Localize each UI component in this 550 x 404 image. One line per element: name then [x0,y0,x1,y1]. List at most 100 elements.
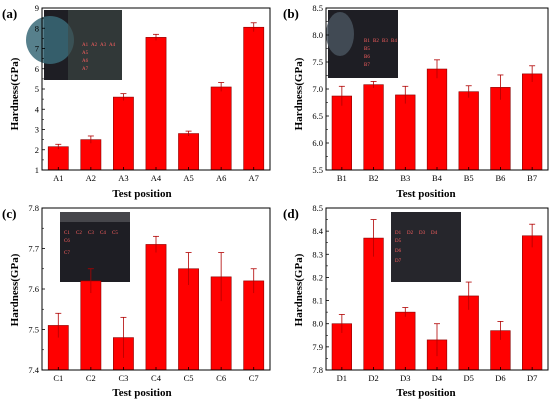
axes: B1 B2 B3 B4 B5 B6 B75.56.06.57.07.58.08.5 [312,3,549,183]
inset-label: C4 [100,231,106,236]
y-tick-label: 8.2 [312,272,323,282]
y-tick-label: 7.9 [312,342,323,352]
bar-A4 [145,37,167,171]
bar-D7 [522,235,543,371]
plot-frame [41,7,271,171]
y-tick-label: 8.1 [312,296,323,306]
inset-label: B1 [364,39,370,44]
x-tick-label: A3 [118,173,128,183]
panel-label: (c) [2,206,16,221]
inset-micrograph: B1 B2 B3 B4 B5 B6 B7 [326,10,398,78]
x-tick-label: B6 [495,173,505,183]
y-tick-label: 7.7 [28,244,39,254]
x-tick-label: D1 [337,373,347,383]
axes: C1 C2 C3 C4 C5 C6 C7 7.4 7.5 7.6 7.7 7.8 [28,203,271,383]
inset-label: B7 [364,63,370,68]
inset-feature [391,212,461,282]
error-bar-C1 [55,312,62,338]
inset-label: A7 [82,67,89,72]
y-tick-label: 8 [35,23,39,33]
inset-label: B2 [373,39,379,44]
inset-feature [26,16,74,64]
x-axis-title: Test position [112,387,171,399]
bar-A2 [80,139,102,171]
error-bar-A5 [185,130,192,136]
x-tick-label: A6 [216,173,226,183]
inset-label: B3 [382,39,388,44]
x-tick-label: B1 [337,173,347,183]
inset-label: A4 [109,43,116,48]
error-bar-D6 [497,320,504,340]
inset-label: D6 [395,249,402,254]
inset-label: D4 [431,231,438,236]
x-axis-title: Test position [396,188,455,200]
y-tick-label: 4 [35,104,40,114]
y-axis-title: Hardness(GPa) [9,253,21,326]
y-tick-label: 6.0 [312,138,323,148]
inset-feature [326,12,354,56]
panel-label: (b) [283,6,299,21]
x-tick-label: C3 [118,373,128,383]
inset-label: B6 [364,55,370,60]
x-tick-label: A7 [249,173,259,183]
inset-label: C3 [88,231,94,236]
inset-micrograph: C1 C2 C3 C4 C5 C6 C7 [60,212,130,282]
error-bar-A4 [153,33,159,41]
y-axis-title: Hardness(GPa) [293,253,305,326]
x-tick-label: B2 [369,173,379,183]
x-tick-label: C4 [151,373,162,383]
error-bar-C6 [218,252,225,302]
y-tick-label: 8.4 [312,226,323,236]
x-tick-label: C5 [184,373,194,383]
x-tick-label: A4 [151,173,162,183]
y-tick-label: 7.4 [28,365,39,375]
bar-B5 [458,91,479,171]
y-tick-label: 7.5 [312,57,323,67]
error-bar-B1 [338,85,345,106]
bar-C2 [80,280,102,371]
inset-label: D3 [419,231,426,236]
error-bar-A2 [87,135,94,144]
inset-feature [60,212,130,222]
y-tick-label: 7.0 [312,84,323,94]
error-bar-A6 [218,82,225,92]
inset-label: C5 [112,231,118,236]
x-axis-title: Test position [112,188,171,200]
error-bar-D7 [529,223,536,248]
y-tick-label: 3 [35,125,39,135]
inset-label: B5 [364,47,370,52]
error-bar-B5 [465,85,472,98]
y-tick-label: 5.5 [312,165,323,175]
bar-A3 [113,96,134,171]
x-tick-label: D2 [368,373,378,383]
y-tick-label: 7.5 [28,325,39,335]
y-tick-label: 6.5 [312,111,323,121]
x-tick-label: C1 [53,373,63,383]
inset-micrograph: A1 A2 A3 A4 A5 A6 A7 [26,10,122,80]
x-tick-label: B7 [527,173,537,183]
x-tick-label: B4 [432,173,443,183]
y-tick-label: 8.5 [312,203,323,213]
x-tick-label: D5 [464,373,474,383]
error-bar-C7 [250,268,257,294]
x-tick-label: A1 [53,173,63,183]
y-tick-label: 2 [35,145,39,155]
error-bar-B6 [497,74,504,100]
x-tick-label: D7 [527,373,537,383]
bar-series [331,219,543,371]
error-bar-D1 [338,314,345,333]
x-tick-label: D3 [400,373,410,383]
error-bar-C3 [120,316,127,358]
y-tick-label: 8.0 [312,319,323,329]
inset-label: C1 [64,231,70,236]
y-tick-label: 5 [35,84,39,94]
y-tick-label: 1 [35,165,39,175]
inset-label: C6 [64,239,70,244]
inset-label: B4 [391,39,397,44]
inset-label: A3 [100,43,107,48]
panel-label: (d) [283,206,299,221]
